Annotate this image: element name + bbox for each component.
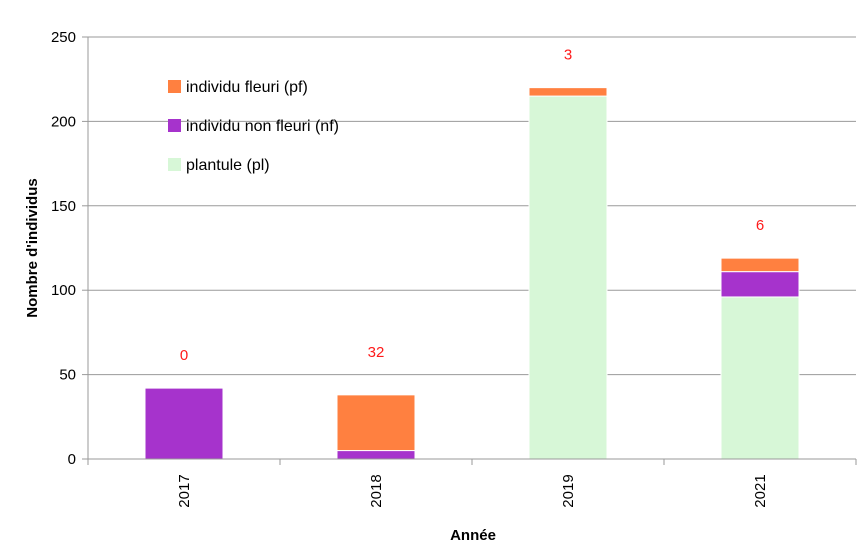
x-tick-label: 2018 xyxy=(368,474,385,507)
legend-swatch xyxy=(168,80,181,93)
bar-segment-2018-individu-non-fleuri-nf xyxy=(336,450,416,460)
bars xyxy=(144,87,800,460)
legend-swatch xyxy=(168,158,181,171)
bar-segment-2021-plantule-pl xyxy=(720,296,800,460)
axes xyxy=(82,36,857,465)
y-tick-label: 50 xyxy=(59,367,76,384)
y-tick-label: 250 xyxy=(51,29,76,46)
bar-segment-2018-individu-fleuri-pf xyxy=(336,394,416,452)
data-label: 3 xyxy=(564,47,572,64)
bar-segment-2019-individu-fleuri-pf xyxy=(528,87,608,97)
legend-entry: plantule (pl) xyxy=(186,157,270,174)
legend-swatch xyxy=(168,119,181,132)
x-axis-title: Année xyxy=(450,527,496,544)
x-tick-labels: 2017 2018 2019 2021 xyxy=(176,474,769,507)
y-tick-label: 100 xyxy=(51,282,76,299)
bar-segment-2019-plantule-pl xyxy=(528,95,608,460)
y-tick-label: 0 xyxy=(68,451,76,468)
y-axis-title: Nombre d'individus xyxy=(24,178,41,317)
legend-entry: individu fleuri (pf) xyxy=(186,79,308,96)
bar-segment-2017-individu-non-fleuri-nf xyxy=(144,387,224,460)
y-tick-label: 200 xyxy=(51,113,76,130)
x-tick-label: 2021 xyxy=(752,474,769,507)
bar-segment-2021-individu-fleuri-pf xyxy=(720,257,800,273)
x-tick-label: 2019 xyxy=(560,474,577,507)
data-label: 0 xyxy=(180,347,188,364)
x-tick-label: 2017 xyxy=(176,474,193,507)
bar-segment-2021-individu-non-fleuri-nf xyxy=(720,271,800,298)
data-label: 32 xyxy=(368,344,385,361)
data-labels: 0 32 3 6 xyxy=(180,47,764,364)
legend-entry: individu non fleuri (nf) xyxy=(186,118,339,135)
legend: individu fleuri (pf) individu non fleuri … xyxy=(168,79,339,174)
y-tick-label: 150 xyxy=(51,198,76,215)
data-label: 6 xyxy=(756,217,764,234)
y-tick-labels: 0 50 100 150 200 250 xyxy=(51,29,76,468)
